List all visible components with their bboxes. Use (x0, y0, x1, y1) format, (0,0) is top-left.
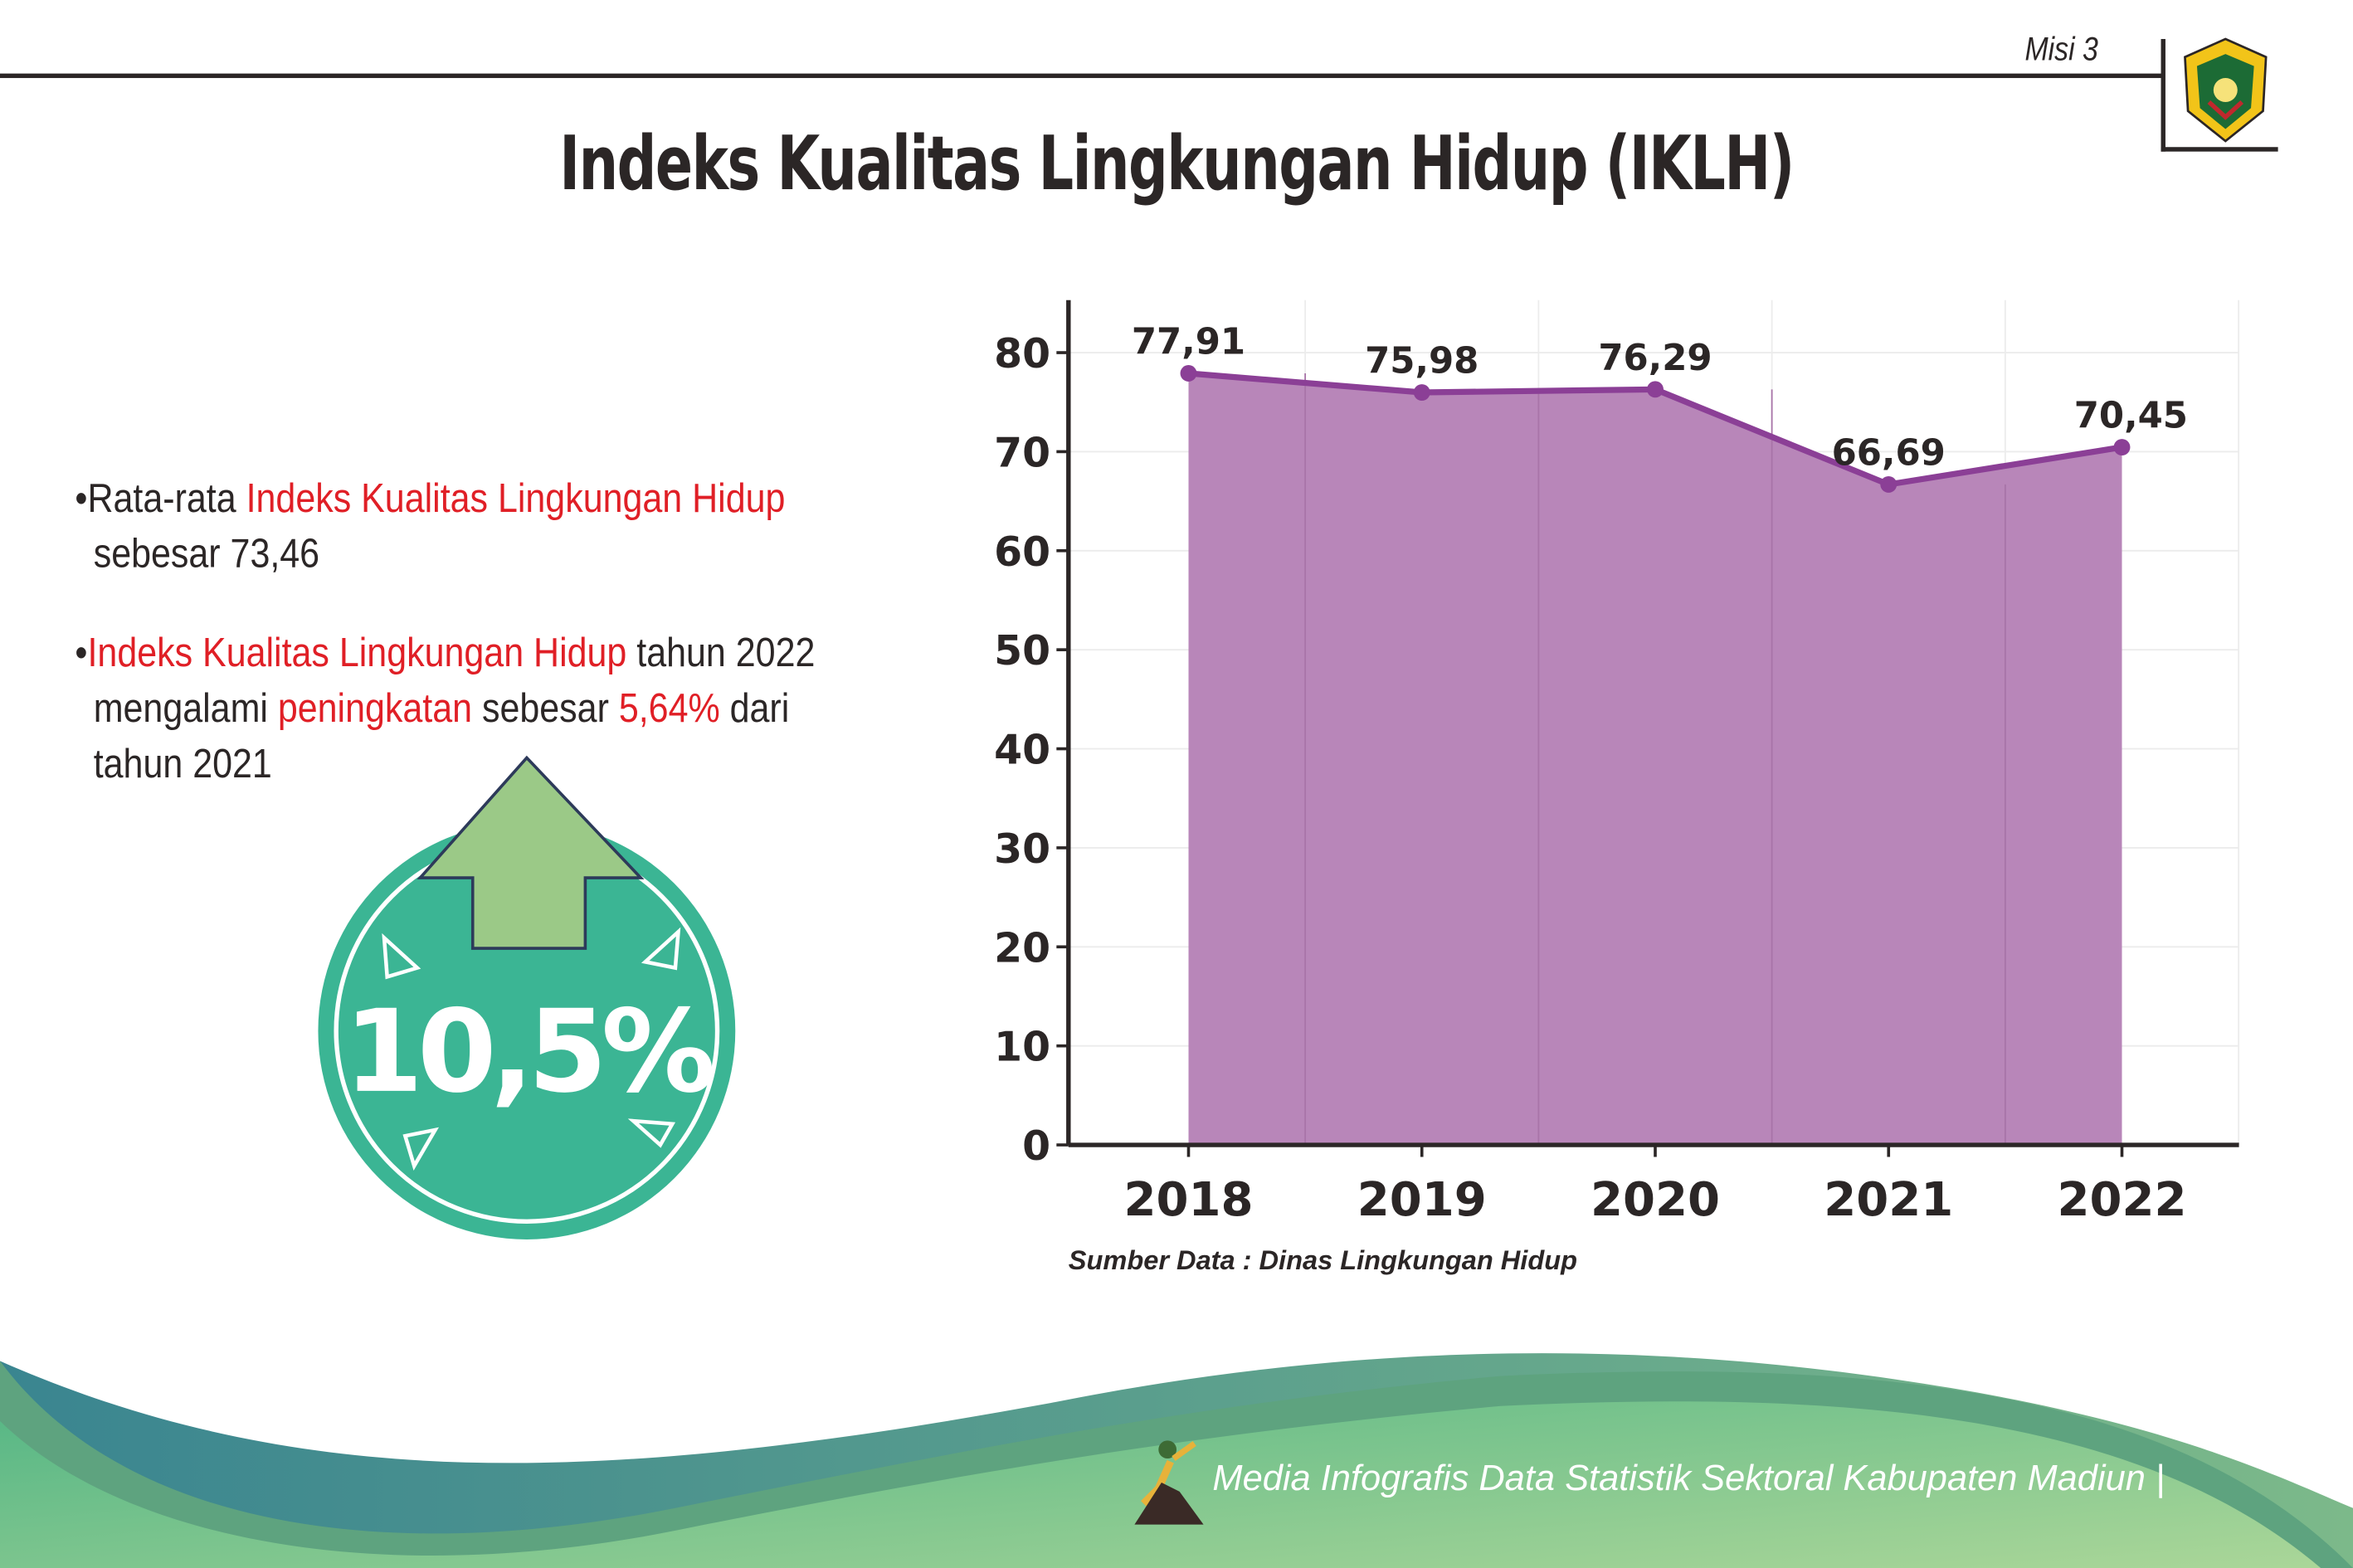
y-tick-label: 40 (994, 727, 1050, 774)
bullet-text: tahun 2022 (626, 630, 816, 675)
bullet-text: mengalami (93, 685, 278, 731)
x-tick-label: 2020 (1591, 1173, 1720, 1227)
data-label: 77,91 (1132, 321, 1245, 363)
bullet-text: tahun 2021 (93, 741, 272, 786)
y-tick-label: 80 (994, 330, 1050, 377)
x-tick-label: 2019 (1357, 1173, 1487, 1227)
data-point (1880, 475, 1898, 493)
bullet-text: sebesar (472, 685, 619, 731)
data-label: 70,45 (2074, 396, 2188, 437)
mission-label: Misi 3 (2024, 30, 2098, 68)
footer-tagline: Media Infografis Data Statistik Sektoral… (1212, 1458, 2165, 1499)
bullet-average: •Rata-rata Indeks Kualitas Lingkungan Hi… (75, 471, 785, 582)
badge-value: 10,5% (344, 986, 713, 1118)
y-tick-label: 60 (994, 528, 1050, 576)
bullet-highlight: Indeks Kualitas Lingkungan Hidup (87, 630, 627, 675)
data-point (1413, 384, 1430, 401)
bullet-highlight: peningkatan (277, 685, 473, 731)
x-tick-label: 2021 (1824, 1173, 1953, 1227)
logo-frame-vertical (2161, 39, 2165, 152)
bullet-text: dari (719, 685, 790, 731)
media-infografis-logo (1134, 1440, 1204, 1525)
y-tick-label: 20 (994, 924, 1050, 971)
area-fill (1188, 373, 2122, 1146)
page-title: Indeks Kualitas Lingkungan Hidup (IKLH) (559, 119, 1795, 207)
x-tick-label: 2022 (2058, 1173, 2187, 1227)
growth-badge: 10,5% (318, 755, 736, 1239)
bullet-increase: •Indeks Kualitas Lingkungan Hidup tahun … (75, 626, 815, 792)
x-tick-label: 2018 (1123, 1173, 1253, 1227)
arrow-up-icon (417, 755, 645, 950)
iklh-area-chart: 0 10 20 30 40 50 60 70 80 77,91 2018 75,98 2019 76,29… (994, 299, 2240, 1227)
y-tick-label: 30 (994, 825, 1050, 873)
data-source: Sumber Data : Dinas Lingkungan Hidup (1068, 1245, 1578, 1276)
y-tick-label: 70 (994, 430, 1050, 477)
data-label: 76,29 (1598, 338, 1712, 379)
bullet-text: sebesar 73,46 (93, 531, 320, 577)
sparkle-icon (382, 927, 681, 1171)
y-tick-label: 10 (994, 1024, 1050, 1071)
bullet-highlight: 5,64% (618, 685, 720, 731)
data-point (1180, 365, 1197, 382)
data-label: 66,69 (1832, 432, 1946, 474)
bullet-text: •Rata-rata (75, 475, 246, 521)
data-label: 75,98 (1365, 341, 1479, 382)
y-tick-label: 0 (1022, 1122, 1050, 1170)
bullet-text: • (75, 630, 88, 675)
header-rule (0, 73, 2165, 79)
kabupaten-madiun-logo (2184, 37, 2268, 143)
y-tick-label: 50 (994, 627, 1050, 674)
data-point (2113, 439, 2131, 455)
bullet-highlight: Indeks Kualitas Lingkungan Hidup (246, 475, 786, 521)
data-point (1647, 381, 1664, 398)
logo-frame-horizontal (2161, 147, 2278, 152)
badge-circle (318, 822, 736, 1239)
